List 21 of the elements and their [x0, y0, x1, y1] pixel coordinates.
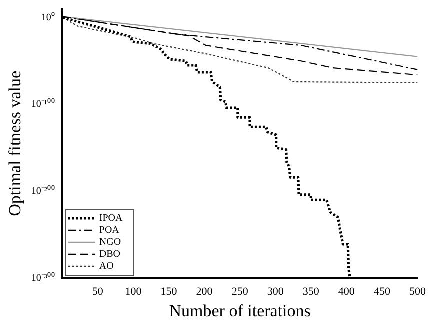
- legend-label: NGO: [99, 237, 122, 248]
- x-tick-label: 200: [196, 286, 214, 298]
- legend-label: AO: [99, 261, 114, 272]
- x-tick-label: 400: [338, 286, 356, 298]
- x-tick-label: 450: [374, 286, 391, 298]
- x-tick-label: 500: [410, 286, 426, 298]
- legend-label: DBO: [99, 249, 121, 260]
- y-tick-label: 10⁻³⁰⁰: [31, 272, 56, 284]
- legend-label: POA: [99, 225, 120, 236]
- x-tick-label: 250: [232, 286, 249, 298]
- x-tick-label: 100: [125, 286, 142, 298]
- x-tick-label: 350: [302, 286, 320, 298]
- x-axis-title: Number of iterations: [169, 301, 311, 320]
- x-tick-label: 150: [160, 286, 178, 298]
- y-tick-label: 10⁻¹⁰⁰: [31, 98, 56, 110]
- y-tick-label: 10⁻²⁰⁰: [31, 185, 56, 198]
- legend-label: IPOA: [99, 213, 124, 224]
- y-axis-title: Optimal fitness value: [6, 70, 25, 216]
- y-tick-label: 10⁰: [41, 11, 56, 24]
- x-tick-label: 50: [92, 286, 104, 298]
- x-tick-label: 300: [267, 286, 284, 298]
